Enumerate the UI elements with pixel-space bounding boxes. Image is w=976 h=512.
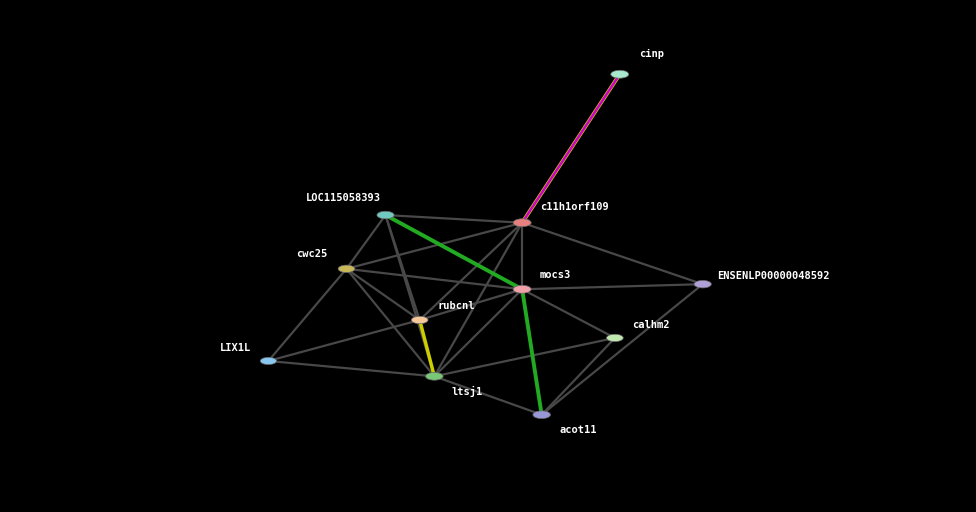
Ellipse shape — [338, 265, 355, 272]
Text: LOC115058393: LOC115058393 — [305, 193, 381, 203]
Text: LIX1L: LIX1L — [220, 343, 251, 353]
Text: acot11: acot11 — [559, 425, 596, 435]
Ellipse shape — [261, 357, 276, 365]
Ellipse shape — [513, 219, 531, 227]
Text: calhm2: calhm2 — [632, 320, 670, 330]
Ellipse shape — [606, 334, 624, 342]
Text: mocs3: mocs3 — [540, 270, 571, 280]
Text: c11h1orf109: c11h1orf109 — [540, 202, 608, 212]
Text: cwc25: cwc25 — [296, 249, 327, 260]
Ellipse shape — [377, 211, 394, 219]
Ellipse shape — [411, 316, 428, 324]
Text: ENSENLP00000048592: ENSENLP00000048592 — [717, 271, 830, 282]
Text: cinp: cinp — [639, 49, 665, 59]
Ellipse shape — [694, 281, 712, 288]
Ellipse shape — [513, 285, 531, 293]
Text: rubcnl: rubcnl — [437, 301, 474, 311]
Ellipse shape — [426, 372, 443, 380]
Ellipse shape — [533, 411, 550, 419]
Ellipse shape — [611, 70, 629, 78]
Text: ltsj1: ltsj1 — [452, 386, 483, 397]
